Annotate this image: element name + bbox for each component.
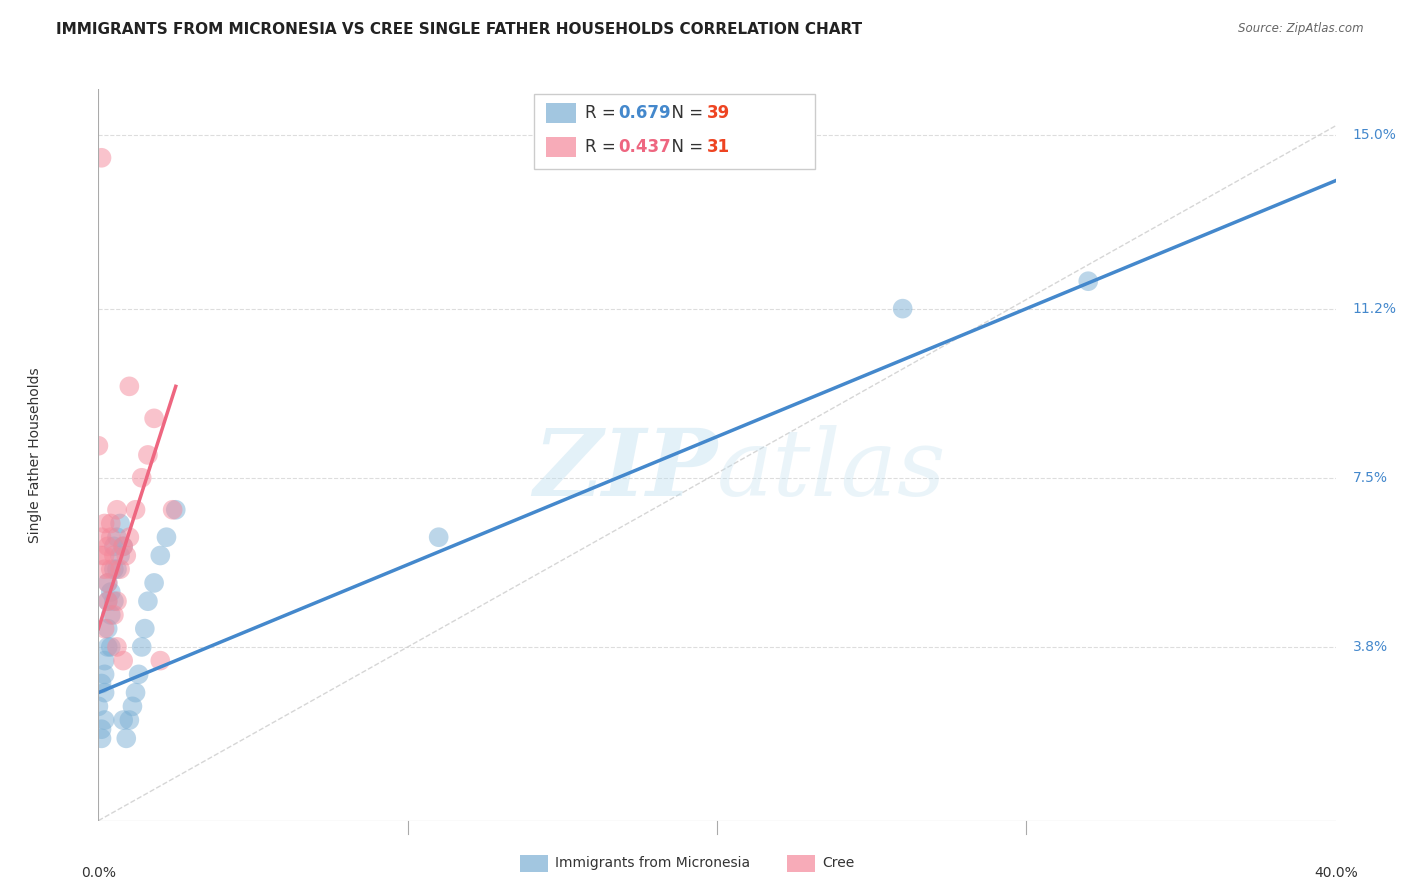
Point: [97, 594, 120, 608]
Text: atlas: atlas: [717, 425, 946, 515]
Text: Immigrants from Micronesia: Immigrants from Micronesia: [555, 856, 751, 871]
Point: [143, 576, 166, 591]
Point: [90, 530, 112, 544]
Point: [427, 530, 450, 544]
Point: [97, 640, 120, 654]
Point: [121, 699, 143, 714]
Text: R =: R =: [585, 138, 621, 156]
Point: [93, 654, 115, 668]
Point: [118, 379, 141, 393]
Text: Cree: Cree: [823, 856, 855, 871]
Point: [90, 723, 112, 737]
Point: [105, 640, 128, 654]
Point: [103, 607, 125, 622]
Point: [90, 549, 112, 563]
Text: N =: N =: [661, 104, 709, 122]
Text: 7.5%: 7.5%: [1353, 471, 1388, 484]
Text: 11.2%: 11.2%: [1353, 301, 1396, 316]
Point: [103, 549, 125, 563]
Point: [131, 471, 153, 485]
Point: [97, 594, 120, 608]
Point: [149, 549, 172, 563]
Point: [105, 502, 128, 516]
Point: [136, 448, 159, 462]
Text: Single Father Households: Single Father Households: [28, 368, 42, 542]
Text: 40.0%: 40.0%: [1313, 866, 1358, 880]
Point: [105, 530, 128, 544]
Point: [93, 562, 115, 576]
Text: ZIP: ZIP: [533, 425, 717, 515]
Point: [165, 502, 187, 516]
Point: [97, 576, 120, 591]
Point: [93, 516, 115, 531]
Point: [103, 539, 125, 553]
Point: [105, 562, 128, 576]
Point: [108, 516, 131, 531]
Point: [112, 539, 135, 553]
Point: [90, 731, 112, 746]
Point: [112, 654, 135, 668]
Point: [100, 516, 122, 531]
Point: [115, 731, 138, 746]
Point: [128, 667, 150, 681]
Point: [1077, 274, 1099, 288]
Point: [103, 562, 125, 576]
Point: [93, 685, 115, 699]
Point: [118, 713, 141, 727]
Point: [891, 301, 914, 316]
Point: [112, 539, 135, 553]
Text: R =: R =: [585, 104, 621, 122]
Point: [149, 654, 172, 668]
Point: [87, 439, 110, 453]
Point: [115, 549, 138, 563]
Point: [90, 151, 112, 165]
Point: [143, 411, 166, 425]
Point: [90, 676, 112, 690]
Point: [97, 576, 120, 591]
Point: [162, 502, 184, 516]
Text: 39: 39: [707, 104, 731, 122]
Point: [100, 607, 122, 622]
Point: [134, 622, 156, 636]
Point: [136, 594, 159, 608]
Point: [93, 667, 115, 681]
Text: 0.679: 0.679: [619, 104, 671, 122]
Point: [100, 585, 122, 599]
Text: 0.0%: 0.0%: [82, 866, 115, 880]
Point: [100, 562, 122, 576]
Point: [118, 530, 141, 544]
Point: [100, 640, 122, 654]
Point: [100, 530, 122, 544]
Point: [108, 562, 131, 576]
Text: 3.8%: 3.8%: [1353, 640, 1388, 654]
Point: [97, 539, 120, 553]
Point: [97, 622, 120, 636]
Point: [93, 713, 115, 727]
Point: [112, 713, 135, 727]
Point: [124, 685, 146, 699]
Text: Source: ZipAtlas.com: Source: ZipAtlas.com: [1239, 22, 1364, 36]
Text: 0.437: 0.437: [619, 138, 672, 156]
Point: [155, 530, 177, 544]
Text: IMMIGRANTS FROM MICRONESIA VS CREE SINGLE FATHER HOUSEHOLDS CORRELATION CHART: IMMIGRANTS FROM MICRONESIA VS CREE SINGL…: [56, 22, 862, 37]
Point: [124, 502, 146, 516]
Text: 15.0%: 15.0%: [1353, 128, 1396, 142]
Point: [93, 549, 115, 563]
Point: [131, 640, 153, 654]
Point: [93, 622, 115, 636]
Point: [103, 594, 125, 608]
Point: [108, 549, 131, 563]
Text: 31: 31: [707, 138, 730, 156]
Text: N =: N =: [661, 138, 709, 156]
Point: [105, 594, 128, 608]
Point: [87, 699, 110, 714]
